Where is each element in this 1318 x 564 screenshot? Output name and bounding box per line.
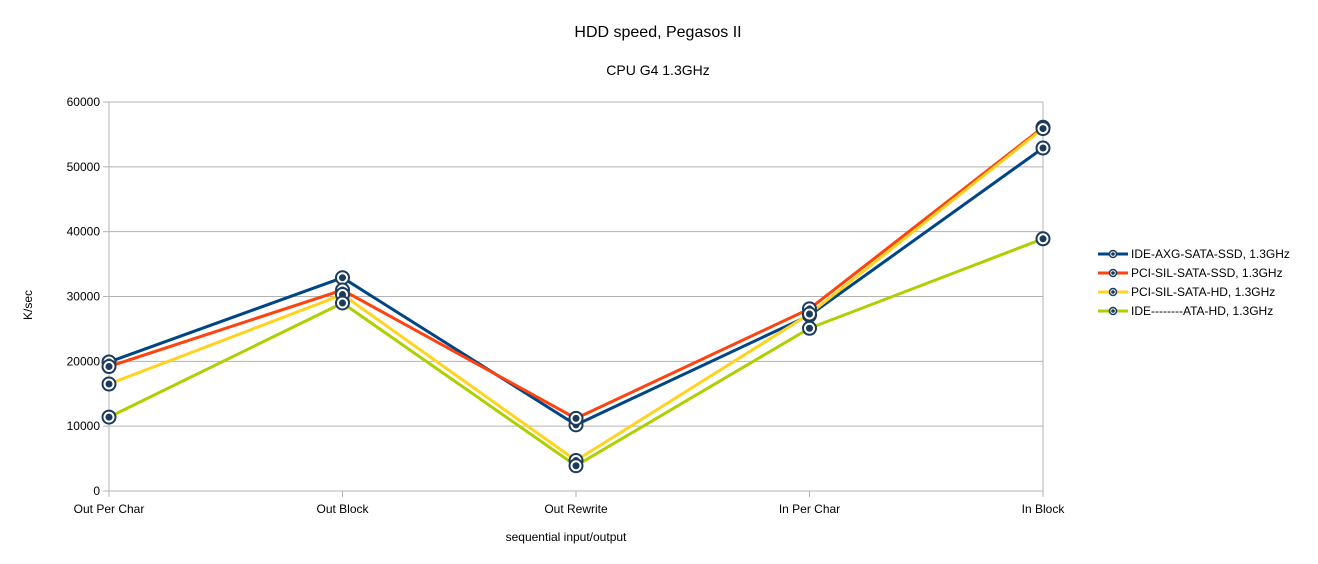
data-point	[101, 409, 117, 425]
data-point	[802, 320, 817, 336]
x-tick-label: Out Rewrite	[544, 502, 608, 516]
legend-label: PCI-SIL-SATA-SSD, 1.3GHz	[1131, 266, 1283, 280]
data-point	[1035, 231, 1051, 247]
legend-label: IDE--------ATA-HD, 1.3GHz	[1131, 304, 1273, 318]
y-tick-label: 40000	[67, 225, 101, 239]
data-point	[101, 359, 117, 375]
x-axis-label: sequential input/output	[506, 530, 627, 544]
data-point	[568, 410, 584, 426]
chart-subtitle: CPU G4 1.3GHz	[606, 62, 709, 78]
y-tick-label: 50000	[67, 160, 101, 174]
x-tick-label: In Per Char	[779, 502, 840, 516]
y-axis-label: K/sec	[21, 290, 35, 320]
y-axis: 0 10000 20000 30000 40000 50000 60000	[67, 95, 109, 498]
x-axis: Out Per Char Out Block Out Rewrite In Per C…	[74, 491, 1066, 516]
y-tick-label: 20000	[67, 354, 101, 368]
gridlines	[108, 101, 1044, 492]
chart-title: HDD speed, Pegasos II	[574, 24, 741, 41]
y-tick-label: 10000	[67, 419, 101, 433]
y-tick-label: 60000	[67, 95, 101, 109]
legend-item-4: IDE--------ATA-HD, 1.3GHz	[1098, 304, 1273, 318]
legend-item-2: PCI-SIL-SATA-SSD, 1.3GHz	[1098, 266, 1283, 280]
series-line-1	[108, 146, 1044, 427]
data-point	[802, 306, 817, 322]
series-line-3	[108, 127, 1044, 463]
data-point	[1035, 121, 1051, 137]
data-point	[568, 458, 584, 474]
y-tick-label: 30000	[67, 290, 101, 304]
data-point	[335, 270, 350, 286]
legend-item-3: PCI-SIL-SATA-HD, 1.3GHz	[1098, 285, 1275, 299]
data-point	[101, 376, 117, 392]
y-tick-label: 0	[93, 484, 100, 498]
x-tick-label: Out Per Char	[74, 502, 145, 516]
legend-label: IDE-AXG-SATA-SSD, 1.3GHz	[1131, 247, 1290, 261]
legend: IDE-AXG-SATA-SSD, 1.3GHz PCI-SIL-SATA-SSD…	[1098, 247, 1290, 318]
data-point	[335, 295, 350, 311]
legend-label: PCI-SIL-SATA-HD, 1.3GHz	[1131, 285, 1275, 299]
x-tick-label: In Block	[1022, 502, 1066, 516]
data-point	[1035, 140, 1051, 156]
series-line-2	[108, 126, 1044, 420]
x-tick-label: Out Block	[316, 502, 369, 516]
series-group	[101, 119, 1051, 474]
legend-item-1: IDE-AXG-SATA-SSD, 1.3GHz	[1098, 247, 1290, 261]
